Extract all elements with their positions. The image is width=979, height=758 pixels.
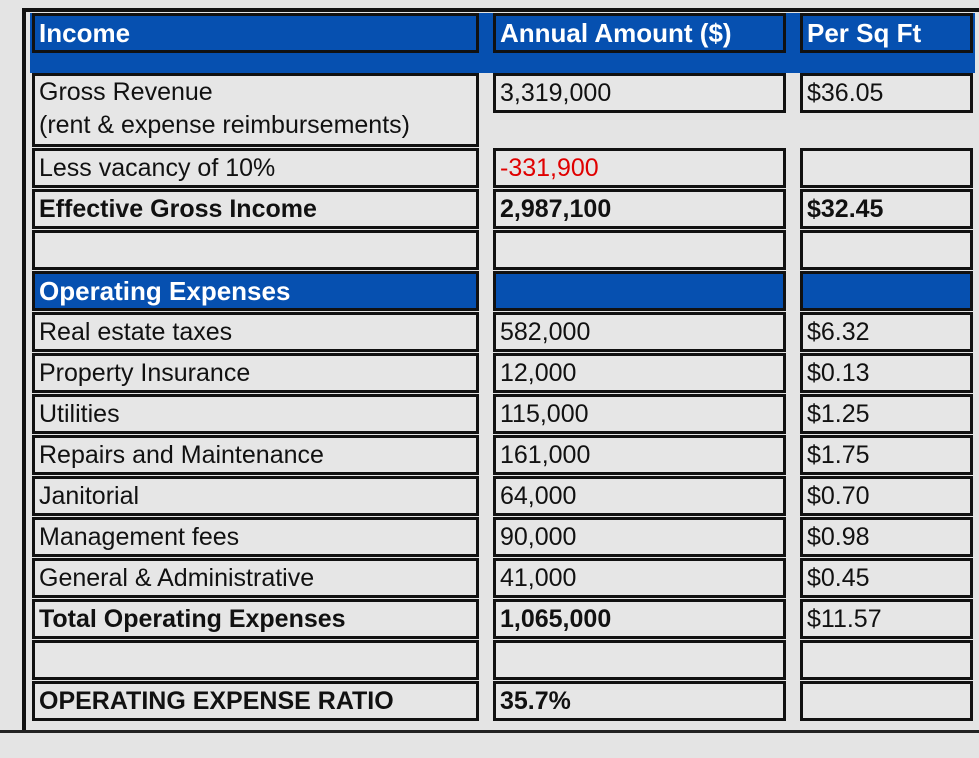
per-sqft-cell: $6.32	[800, 312, 973, 352]
amount-cell: 161,000	[493, 435, 786, 475]
per-sqft-cell: $32.45	[800, 189, 973, 229]
label-cell: Gross Revenue (rent & expense reimbursem…	[32, 73, 479, 147]
per-sqft-cell: $1.25	[800, 394, 973, 434]
header-row: Income Annual Amount ($) Per Sq Ft	[30, 13, 975, 53]
label-cell: Janitorial	[32, 476, 479, 516]
operating-statement-table: Income Annual Amount ($) Per Sq Ft Gross…	[30, 13, 975, 721]
blank-cell	[32, 230, 479, 270]
per-sqft-cell: $0.45	[800, 558, 973, 598]
opex-header-row: Operating Expenses	[30, 270, 975, 311]
blank-row	[30, 229, 975, 270]
per-sqft-cell: $0.70	[800, 476, 973, 516]
blank-cell	[800, 681, 973, 721]
blank-row	[30, 639, 975, 680]
amount-cell: 64,000	[493, 476, 786, 516]
amount-cell: 3,319,000	[493, 73, 786, 113]
label-cell: Management fees	[32, 517, 479, 557]
label-cell: Real estate taxes	[32, 312, 479, 352]
amount-cell: -331,900	[493, 148, 786, 188]
blank-cell	[493, 230, 786, 270]
header-strip	[30, 53, 975, 73]
label-cell: Total Operating Expenses	[32, 599, 479, 639]
table-row: Repairs and Maintenance 161,000 $1.75	[30, 434, 975, 475]
row-sublabel: (rent & expense reimbursements)	[39, 111, 410, 139]
blank-header-cell	[493, 271, 786, 311]
label-cell: Utilities	[32, 394, 479, 434]
per-sqft-cell: $0.98	[800, 517, 973, 557]
label-cell: Repairs and Maintenance	[32, 435, 479, 475]
amount-cell: 115,000	[493, 394, 786, 434]
table-row: Effective Gross Income 2,987,100 $32.45	[30, 188, 975, 229]
table-row: Less vacancy of 10% -331,900	[30, 147, 975, 188]
label-cell: Effective Gross Income	[32, 189, 479, 229]
amount-cell: 582,000	[493, 312, 786, 352]
header-operating-expenses: Operating Expenses	[32, 271, 479, 311]
amount-cell: 1,065,000	[493, 599, 786, 639]
amount-cell: 2,987,100	[493, 189, 786, 229]
ratio-row: OPERATING EXPENSE RATIO 35.7%	[30, 680, 975, 721]
amount-cell: 90,000	[493, 517, 786, 557]
table-row: Janitorial 64,000 $0.70	[30, 475, 975, 516]
header-income: Income	[32, 13, 479, 53]
amount-cell: 12,000	[493, 353, 786, 393]
per-sqft-cell: $36.05	[800, 73, 973, 113]
blank-cell	[32, 640, 479, 680]
row-label: Gross Revenue	[39, 78, 213, 106]
per-sqft-cell: $0.13	[800, 353, 973, 393]
table-row: Property Insurance 12,000 $0.13	[30, 352, 975, 393]
per-sqft-cell	[800, 148, 973, 188]
header-annual-amount: Annual Amount ($)	[493, 13, 786, 53]
label-cell: Property Insurance	[32, 353, 479, 393]
table-row: Real estate taxes 582,000 $6.32	[30, 311, 975, 352]
label-cell: Less vacancy of 10%	[32, 148, 479, 188]
table-row: Gross Revenue (rent & expense reimbursem…	[30, 73, 975, 147]
blank-cell	[493, 640, 786, 680]
blank-cell	[800, 640, 973, 680]
blank-cell	[800, 230, 973, 270]
total-row: Total Operating Expenses 1,065,000 $11.5…	[30, 598, 975, 639]
ratio-label: OPERATING EXPENSE RATIO	[32, 681, 479, 721]
amount-cell: 41,000	[493, 558, 786, 598]
per-sqft-cell: $11.57	[800, 599, 973, 639]
table-row: Utilities 115,000 $1.25	[30, 393, 975, 434]
blank-header-cell	[800, 271, 973, 311]
bottom-bar	[0, 730, 979, 758]
label-cell: General & Administrative	[32, 558, 479, 598]
per-sqft-cell: $1.75	[800, 435, 973, 475]
table-row: Management fees 90,000 $0.98	[30, 516, 975, 557]
ratio-value: 35.7%	[493, 681, 786, 721]
header-per-sqft: Per Sq Ft	[800, 13, 973, 53]
table-row: General & Administrative 41,000 $0.45	[30, 557, 975, 598]
